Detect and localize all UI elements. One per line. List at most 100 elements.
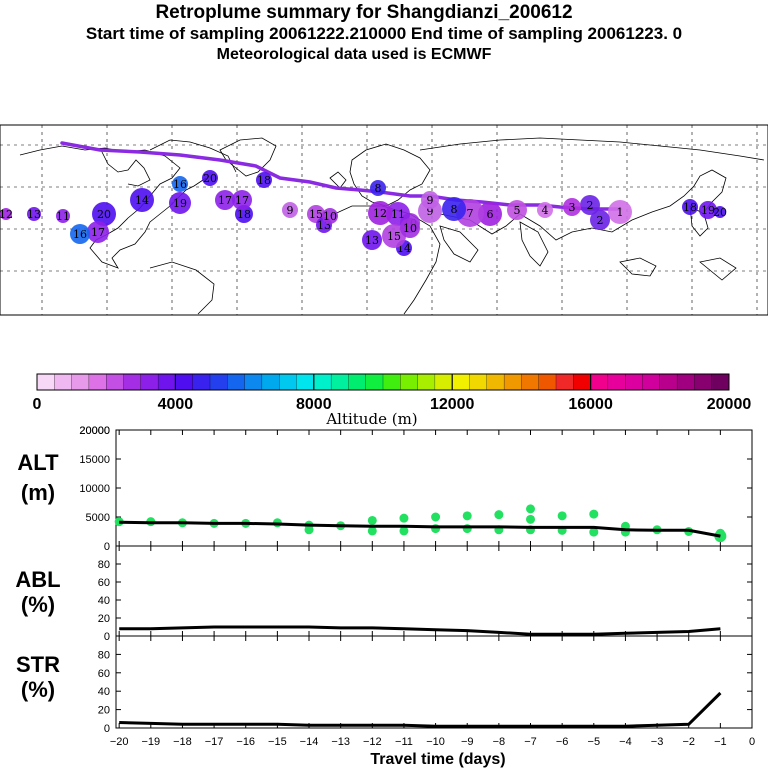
trajectory-point-label: 14 bbox=[135, 194, 149, 207]
trajectory-point-label: 19 bbox=[701, 204, 715, 217]
trajectory-point-marker bbox=[563, 198, 581, 216]
y-tick-label: 15000 bbox=[79, 454, 110, 466]
trajectory-point-marker bbox=[368, 201, 392, 225]
x-tick-label: −13 bbox=[331, 736, 350, 748]
trajectory-point-marker bbox=[507, 200, 527, 220]
trajectory-point-label: 17 bbox=[218, 194, 232, 207]
colorbar-cell bbox=[348, 373, 367, 391]
colorbar-cell bbox=[573, 373, 592, 391]
x-tick-label: −14 bbox=[300, 736, 319, 748]
colorbar-cells bbox=[36, 373, 730, 391]
colorbar-cell bbox=[607, 373, 626, 391]
colorbar-cell bbox=[36, 373, 55, 391]
x-tick-label: −15 bbox=[268, 736, 287, 748]
trajectory-point-marker bbox=[580, 195, 600, 215]
series-line bbox=[119, 691, 722, 728]
altitude-scatter-point bbox=[399, 526, 409, 536]
colorbar-cell bbox=[452, 373, 470, 391]
y-tick-label: 40 bbox=[98, 595, 110, 607]
trajectory-point-marker bbox=[478, 202, 502, 226]
trajectory-point-marker bbox=[0, 208, 12, 220]
panel-ylabel: (m) bbox=[21, 480, 55, 505]
panel-ylabel: (%) bbox=[21, 592, 55, 617]
colorbar-cell bbox=[88, 373, 107, 391]
panel-ylabel: (%) bbox=[21, 677, 55, 702]
chart-title: Retroplume summary for Shangdianzi_20061… bbox=[155, 2, 573, 23]
trajectory-point-marker bbox=[682, 199, 698, 215]
trajectory-point-label: 16 bbox=[173, 178, 187, 191]
trajectory-point-label: 8 bbox=[375, 182, 382, 195]
colorbar-tick-label: 16000 bbox=[568, 396, 613, 413]
trajectory-point-marker bbox=[169, 192, 191, 214]
x-tick-label: −10 bbox=[426, 736, 445, 748]
x-tick-label: −8 bbox=[493, 736, 506, 748]
colorbar-cell bbox=[486, 373, 505, 391]
colorbar-cell bbox=[175, 373, 194, 391]
altitude-scatter-point bbox=[526, 504, 536, 514]
colorbar-cell bbox=[296, 373, 315, 391]
trajectory-point-marker bbox=[215, 190, 235, 210]
trajectory-point-marker bbox=[699, 201, 717, 219]
trajectory-point-marker bbox=[232, 190, 252, 210]
y-tick-label: 60 bbox=[98, 577, 110, 589]
trajectory-point-label: 20 bbox=[713, 206, 727, 219]
x-tick-label: −4 bbox=[619, 736, 632, 748]
altitude-scatter-point bbox=[304, 525, 314, 535]
x-tick-label: −1 bbox=[714, 736, 727, 748]
trajectory-point-marker bbox=[70, 224, 90, 244]
trajectory-point-marker bbox=[537, 202, 553, 218]
x-tick-label: 0 bbox=[749, 736, 755, 748]
colorbar-cell bbox=[694, 373, 713, 391]
time-series-panels: ALT(m)0500010000150002000020000ABL(%)020… bbox=[15, 425, 755, 768]
x-tick-label: −19 bbox=[141, 736, 160, 748]
trajectory-point-marker bbox=[256, 172, 272, 188]
altitude-scatter-point bbox=[557, 511, 567, 521]
trajectory-point-marker bbox=[400, 218, 420, 238]
y-tick-label: 60 bbox=[98, 668, 110, 680]
trajectory-point-label: 9 bbox=[287, 204, 294, 217]
trajectory-point-marker bbox=[322, 208, 338, 224]
trajectory-point-label: 1 bbox=[617, 206, 624, 219]
met-data-line: Meteorological data used is ECMWF bbox=[216, 46, 492, 63]
map-gridlines bbox=[0, 125, 768, 315]
altitude-scatter-point bbox=[526, 514, 536, 524]
trajectory-point-marker bbox=[56, 209, 70, 223]
coastlines bbox=[19, 137, 765, 315]
trajectory-point-marker bbox=[370, 180, 386, 196]
trajectory-point-label: 17 bbox=[235, 194, 249, 207]
trajectory-point-label: 11 bbox=[391, 208, 405, 221]
colorbar-tick-label: 8000 bbox=[296, 396, 332, 413]
colorbar-cell bbox=[123, 373, 142, 391]
colorbar-cell bbox=[244, 373, 263, 391]
sampling-time-line: Start time of sampling 20061222.210000 E… bbox=[85, 24, 683, 43]
y-tick-label: 0 bbox=[104, 541, 110, 553]
x-tick-label: −5 bbox=[588, 736, 601, 748]
colorbar-cell bbox=[503, 373, 522, 391]
x-tick-label: −2 bbox=[682, 736, 695, 748]
colorbar-cell bbox=[521, 373, 540, 391]
colorbar-cell bbox=[434, 373, 453, 391]
trajectory-point-label: 19 bbox=[173, 197, 187, 210]
trajectory-map: 1234567891011121314151617181920141716111… bbox=[0, 124, 768, 316]
trajectory-point-marker bbox=[282, 202, 298, 218]
x-tick-label: −18 bbox=[173, 736, 192, 748]
trajectory-point-label: 8 bbox=[451, 203, 458, 216]
trajectory-point-label: 4 bbox=[542, 204, 549, 217]
colorbar-cell bbox=[192, 373, 211, 391]
altitude-scatter-point bbox=[494, 510, 504, 520]
y-tick-label: 20000 bbox=[79, 425, 110, 437]
altitude-scatter-point bbox=[367, 526, 377, 536]
trajectory-point-label: 16 bbox=[73, 228, 87, 241]
colorbar-cell bbox=[313, 373, 332, 391]
trajectory-point-label: 10 bbox=[403, 222, 417, 235]
trajectory-point-marker bbox=[27, 207, 41, 221]
colorbar-tick-label: 4000 bbox=[158, 396, 194, 413]
trajectory-path bbox=[60, 141, 622, 211]
trajectory-point-label: 17 bbox=[91, 226, 105, 239]
colorbar-cell bbox=[417, 373, 436, 391]
colorbar-cell bbox=[140, 373, 159, 391]
colorbar-cell bbox=[538, 373, 557, 391]
y-tick-label: 80 bbox=[98, 559, 110, 571]
colorbar-cell bbox=[209, 373, 228, 391]
